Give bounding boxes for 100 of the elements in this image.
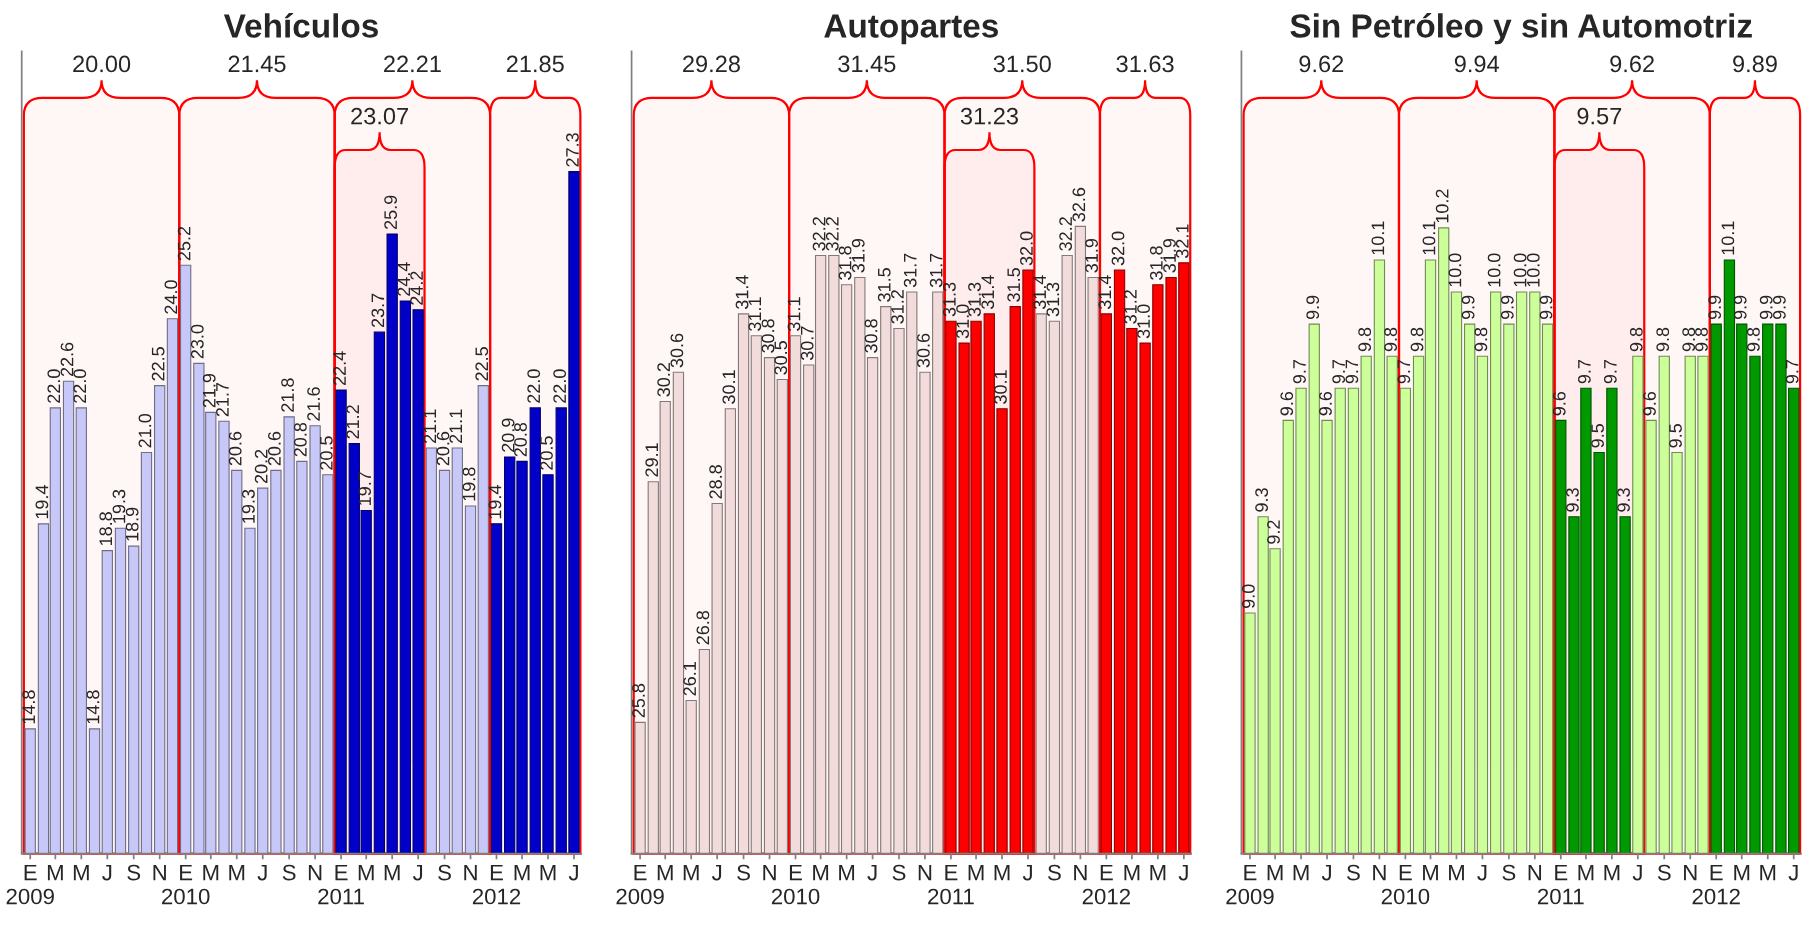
data-label: 26.8 xyxy=(696,610,710,645)
x-tick-label: S xyxy=(1657,864,1671,881)
band-label: 9.62 xyxy=(1610,55,1654,73)
data-label: 9.2 xyxy=(1267,520,1280,544)
data-label: 31.8 xyxy=(838,246,852,280)
data-label: 9.9 xyxy=(1733,295,1747,320)
data-label: 31.4 xyxy=(981,275,995,310)
data-label: 20.8 xyxy=(293,422,307,457)
data-label: 31.0 xyxy=(956,304,969,339)
data-label: 22.0 xyxy=(47,369,61,403)
data-label: 32.0 xyxy=(1020,231,1033,266)
band-label: 21.85 xyxy=(506,55,564,73)
data-label: 10.1 xyxy=(1422,221,1436,255)
x-tick-label: J xyxy=(102,864,112,881)
x-tick-label: J xyxy=(867,864,877,881)
data-label: 9.9 xyxy=(1461,295,1475,320)
data-label: 9.9 xyxy=(1500,295,1514,320)
data-label: 31.2 xyxy=(1123,290,1137,324)
data-label: 14.8 xyxy=(86,690,100,724)
data-label: 30.2 xyxy=(657,363,671,397)
x-tick-label: M xyxy=(203,864,219,881)
data-label: 9.8 xyxy=(1384,327,1398,352)
data-label: 10.1 xyxy=(1721,221,1735,255)
data-label: 21.1 xyxy=(449,409,462,443)
x-tick-label: M xyxy=(1293,864,1309,881)
x-tick-label: J xyxy=(711,864,722,881)
data-label: 31.9 xyxy=(1163,238,1176,273)
data-label: 19.8 xyxy=(462,467,476,501)
data-label: 19.7 xyxy=(358,472,372,505)
data-label: 20.8 xyxy=(514,422,527,457)
x-tick-label: M xyxy=(968,864,984,881)
data-label: 9.9 xyxy=(1306,295,1320,320)
data-label: 20.5 xyxy=(540,436,553,470)
data-label: 28.8 xyxy=(709,465,723,499)
data-label: 31.7 xyxy=(929,253,943,288)
band-label: 23.07 xyxy=(351,107,408,125)
band-label: 31.50 xyxy=(993,55,1051,73)
x-tick-label: M xyxy=(1760,864,1776,881)
data-label: 9.8 xyxy=(1747,327,1760,352)
data-label: 21.2 xyxy=(346,405,359,439)
x-tick-label: J xyxy=(412,864,423,881)
data-label: 31.3 xyxy=(943,282,956,317)
data-label: 31.9 xyxy=(1085,238,1098,273)
x-tick-label: M xyxy=(514,864,530,881)
data-label: 21.7 xyxy=(216,382,229,417)
x-tick-label: S xyxy=(1502,864,1516,881)
data-label: 32.0 xyxy=(1111,231,1125,266)
data-label: 20.9 xyxy=(501,418,515,452)
data-label: 10.0 xyxy=(1526,253,1540,287)
data-label: 23.7 xyxy=(371,293,385,328)
data-label: 9.9 xyxy=(1539,295,1553,320)
band-label: 9.57 xyxy=(1577,107,1622,125)
x-tick-label: M xyxy=(229,864,245,881)
data-label: 22.0 xyxy=(527,369,541,403)
data-label: 9.7 xyxy=(1785,359,1799,384)
data-label: 23.0 xyxy=(190,324,204,359)
x-tick-label: M xyxy=(839,864,855,881)
x-tick-label: M xyxy=(683,864,699,881)
data-label: 31.2 xyxy=(891,290,904,324)
x-tick-label: S xyxy=(1347,864,1360,881)
x-tick-label: M xyxy=(358,864,374,881)
x-tick-label: M xyxy=(1150,864,1166,881)
data-label: 19.4 xyxy=(35,485,49,519)
data-label: 30.8 xyxy=(761,319,775,353)
chart-title: Sin Petróleo y sin Automotriz xyxy=(1290,12,1752,45)
data-label: 21.9 xyxy=(202,373,216,408)
data-label: 31.5 xyxy=(877,268,891,302)
data-label: 32.2 xyxy=(825,217,839,251)
x-tick-label: S xyxy=(892,864,906,881)
data-label: 24.0 xyxy=(164,280,178,314)
data-label: 9.3 xyxy=(1617,488,1630,512)
data-label: 22.4 xyxy=(333,351,346,386)
data-label: 22.0 xyxy=(553,369,567,403)
data-label: 19.4 xyxy=(488,485,502,519)
data-label: 30.1 xyxy=(722,370,736,404)
data-label: 9.7 xyxy=(1603,359,1617,384)
data-label: 31.8 xyxy=(1149,246,1163,280)
x-tick-label: M xyxy=(1124,864,1140,881)
data-label: 9.5 xyxy=(1591,424,1604,448)
data-label: 22.5 xyxy=(475,347,489,381)
x-tick-label: J xyxy=(1178,864,1188,881)
x-tick-label: S xyxy=(737,864,750,881)
band-label: 9.94 xyxy=(1454,55,1499,73)
data-label: 21.6 xyxy=(307,387,320,421)
data-label: 9.0 xyxy=(1242,584,1255,608)
data-label: 9.8 xyxy=(1358,327,1372,352)
data-label: 9.8 xyxy=(1695,327,1708,352)
data-label: 29.1 xyxy=(645,443,659,477)
data-label: 9.8 xyxy=(1656,327,1670,352)
data-label: 9.6 xyxy=(1319,391,1332,416)
band-label: 31.45 xyxy=(838,55,896,73)
x-tick-label: J xyxy=(257,864,267,881)
data-label: 9.5 xyxy=(1669,424,1682,448)
data-label: 18.9 xyxy=(125,507,139,541)
band-label: 22.21 xyxy=(384,55,441,73)
data-label: 31.9 xyxy=(851,238,865,273)
band-label: 9.89 xyxy=(1733,55,1777,73)
data-label: 21.0 xyxy=(138,413,152,448)
data-label: 19.3 xyxy=(242,489,255,523)
data-label: 30.8 xyxy=(864,319,878,353)
